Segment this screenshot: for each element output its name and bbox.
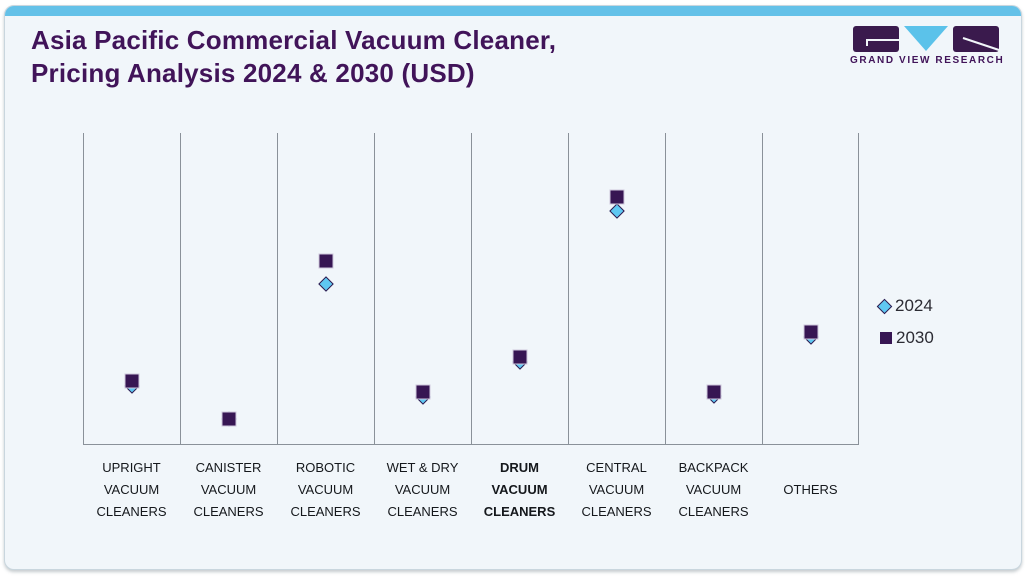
point-2030-5 — [609, 189, 624, 205]
legend-item-2030: 2030 — [879, 322, 934, 354]
gvr-logo-text: GRAND VIEW RESEARCH — [850, 55, 1005, 66]
legend: 2024 2030 — [876, 290, 934, 354]
gridline — [471, 133, 472, 444]
legend-label-2024: 2024 — [895, 296, 933, 315]
x-axis-label: UPRIGHT VACUUM CLEANERS — [96, 460, 167, 519]
x-axis-label: CENTRAL VACUUM CLEANERS — [581, 460, 652, 519]
point-2030-2 — [318, 253, 333, 269]
gridline — [83, 133, 84, 444]
gridline — [762, 133, 763, 444]
point-2030-4 — [512, 349, 527, 365]
x-axis-label: ROBOTIC VACUUM CLEANERS — [290, 460, 361, 519]
x-axis-label: DRUM VACUUM CLEANERS — [483, 460, 556, 519]
gridline — [858, 133, 859, 444]
point-2024-2 — [317, 276, 334, 293]
x-axis-labels: UPRIGHT VACUUM CLEANERS CANISTER VACUUM C… — [83, 455, 859, 525]
gridline — [180, 133, 181, 444]
point-2024-5 — [608, 203, 625, 219]
gvr-logo-mark — [853, 26, 1000, 52]
x-axis-label: CANISTER VACUUM CLEANERS — [193, 460, 264, 519]
point-2030-1 — [221, 411, 236, 427]
card-top-accent-bar — [5, 6, 1021, 16]
x-axis-label: BACKPACK VACUUM CLEANERS — [678, 460, 749, 519]
gvr-logo: GRAND VIEW RESEARCH — [850, 26, 1005, 66]
gridline — [665, 133, 666, 444]
plot-area — [83, 131, 859, 445]
gridline — [374, 133, 375, 444]
point-2030-0 — [124, 373, 139, 389]
gridline — [277, 133, 278, 444]
legend-label-2030: 2030 — [896, 328, 934, 347]
chart-title: Asia Pacific Commercial Vacuum Cleaner, … — [31, 25, 557, 88]
diamond-marker-icon — [876, 298, 893, 314]
x-axis-label: OTHERS — [783, 482, 838, 497]
legend-item-2024: 2024 — [876, 290, 934, 322]
square-marker-icon — [880, 332, 892, 344]
point-2030-7 — [803, 324, 818, 340]
gridline — [568, 133, 569, 444]
point-2030-6 — [706, 384, 721, 400]
chart-card: Asia Pacific Commercial Vacuum Cleaner, … — [4, 5, 1022, 570]
x-axis-label: WET & DRY VACUUM CLEANERS — [386, 460, 459, 519]
point-2030-3 — [415, 384, 430, 400]
